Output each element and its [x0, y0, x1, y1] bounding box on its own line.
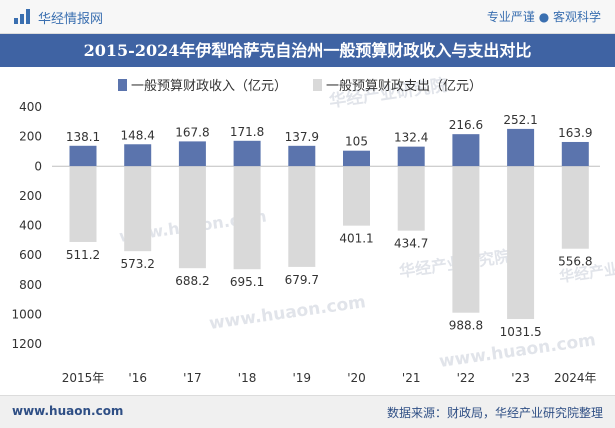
footer: www.huaon.com 数据来源：财政局，华经产业研究院整理 — [0, 395, 615, 428]
bar-income — [397, 146, 425, 167]
data-label-expenditure: 573.2 — [121, 257, 155, 271]
data-label-expenditure: 401.1 — [339, 232, 373, 246]
legend-label-expenditure: 一般预算财政支出（亿元） — [326, 78, 482, 94]
data-label-expenditure: 679.7 — [285, 273, 319, 287]
bar-expenditure — [561, 166, 589, 249]
bar-expenditure — [178, 166, 206, 269]
brand-name: 华经情报网 — [38, 12, 104, 27]
data-label-expenditure: 695.1 — [230, 275, 264, 289]
bar-expenditure — [507, 166, 535, 320]
y-tick-label: 1000 — [11, 307, 42, 321]
bars — [69, 128, 589, 320]
y-tick-label: 800 — [19, 278, 42, 292]
bar-expenditure — [288, 166, 316, 267]
brand-logo-icon — [14, 9, 30, 24]
x-tick-label: '23 — [511, 371, 530, 385]
bar-income — [507, 128, 535, 167]
y-tick-label: 1200 — [11, 337, 42, 351]
x-tick-label: 2015年 — [62, 371, 105, 385]
bar-income — [124, 144, 152, 167]
data-label-income: 171.8 — [230, 125, 264, 139]
data-labels: 138.1 511.2 148.4 573.2 167.8 688.2 171.8 695.1… — [66, 113, 593, 339]
data-label-income: 148.4 — [121, 128, 155, 142]
x-tick-label: '16 — [128, 371, 147, 385]
legend-label-income: 一般预算财政收入（亿元） — [131, 78, 287, 94]
data-label-expenditure: 511.2 — [66, 248, 100, 262]
y-tick-label: 600 — [19, 248, 42, 262]
x-tick-label: '21 — [402, 371, 421, 385]
bar-income — [178, 141, 206, 167]
data-label-income: 105 — [345, 135, 368, 149]
footer-site: www.huaon.com — [12, 404, 124, 418]
data-label-income: 132.4 — [394, 131, 428, 145]
y-tick-label: 400 — [19, 219, 42, 233]
data-label-expenditure: 556.8 — [558, 255, 592, 269]
data-label-expenditure: 1031.5 — [500, 325, 542, 339]
x-tick-label: 2024年 — [554, 371, 597, 385]
bar-expenditure — [343, 166, 370, 226]
y-tick-label: 200 — [19, 189, 42, 203]
bar-income — [69, 145, 97, 167]
bar-income — [452, 134, 480, 167]
data-label-income: 216.6 — [449, 118, 483, 132]
data-label-income: 252.1 — [503, 113, 537, 127]
x-tick-label: '18 — [238, 371, 257, 385]
data-label-income: 138.1 — [66, 130, 100, 144]
bar-income — [343, 150, 370, 167]
bar-income — [561, 141, 589, 167]
y-tick-label: 200 — [19, 130, 42, 144]
data-label-expenditure: 988.8 — [449, 319, 483, 333]
data-label-income: 167.8 — [175, 125, 209, 139]
top-bar: 华经情报网 专业严谨 ● 客观科学 — [0, 0, 615, 34]
bar-expenditure — [124, 166, 152, 252]
x-tick-label: '20 — [347, 371, 366, 385]
chart-title: 2015-2024年伊犁哈萨克自治州一般预算财政收入与支出对比 — [83, 41, 532, 60]
y-tick-label: 0 — [34, 159, 42, 173]
slogan: 专业严谨 ● 客观科学 — [486, 10, 601, 24]
bar-income — [233, 140, 261, 167]
bar-expenditure — [452, 166, 480, 313]
x-tick-label: '19 — [293, 371, 312, 385]
bar-expenditure — [69, 166, 97, 242]
bar-expenditure — [397, 166, 425, 231]
watermark: www.huaon.com — [208, 292, 367, 334]
title-bar: 2015-2024年伊犁哈萨克自治州一般预算财政收入与支出对比 — [0, 34, 615, 67]
legend: 一般预算财政收入（亿元） 一般预算财政支出（亿元） — [118, 78, 482, 94]
legend-swatch-income — [118, 79, 127, 91]
data-label-expenditure: 688.2 — [175, 274, 209, 288]
data-label-income: 163.9 — [558, 126, 592, 140]
chart: 华经产业研究院www.huaon.com华经产业研究院www.huaon.com… — [11, 75, 615, 385]
x-tick-label: '22 — [457, 371, 476, 385]
bar-income — [288, 145, 316, 167]
x-tick-label: '17 — [183, 371, 202, 385]
y-tick-label: 400 — [19, 100, 42, 114]
legend-swatch-expenditure — [313, 79, 322, 91]
data-label-income: 137.9 — [285, 130, 319, 144]
data-label-expenditure: 434.7 — [394, 237, 428, 251]
data-source: 数据来源：财政局，华经产业研究院整理 — [386, 406, 603, 420]
bar-expenditure — [233, 166, 261, 270]
x-axis: 2015年 '16 '17 '18 '19 '20 '21 '22 '23 2024年 — [62, 371, 597, 385]
